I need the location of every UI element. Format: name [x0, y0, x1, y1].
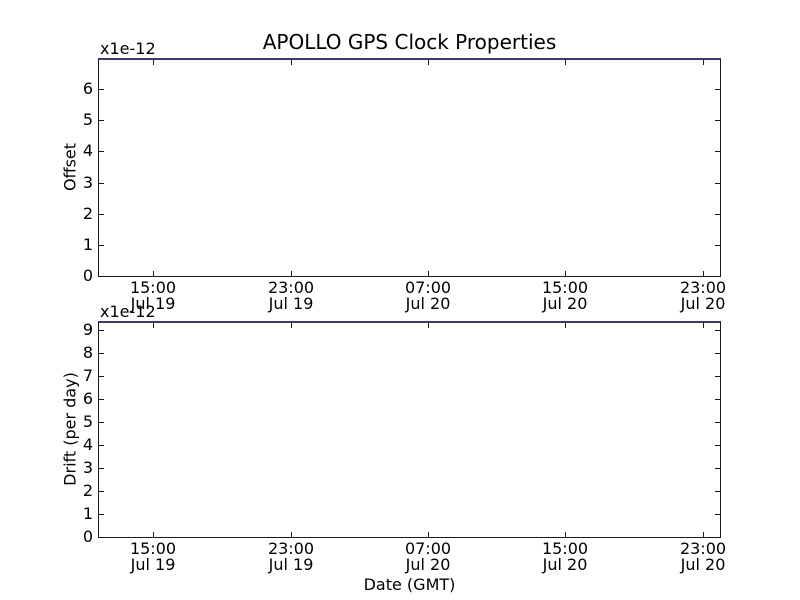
- y-major-tick: [99, 330, 104, 331]
- y-major-tick: [99, 491, 104, 492]
- y-major-tick: [715, 514, 720, 515]
- x-major-tick: [291, 532, 292, 537]
- y-major-tick: [715, 245, 720, 246]
- y-tick-label: 4: [82, 141, 93, 160]
- y-major-tick: [99, 214, 104, 215]
- y-tick-label: 2: [82, 204, 93, 223]
- x-major-tick: [428, 60, 429, 65]
- x-tick-label: 23:00 Jul 20: [679, 539, 727, 574]
- y-major-tick: [715, 353, 720, 354]
- y-major-tick: [99, 151, 104, 152]
- x-major-tick: [428, 323, 429, 328]
- x-major-tick: [153, 271, 154, 276]
- x-tick-label: 15:00 Jul 19: [129, 539, 177, 574]
- drift-y-scale-label: x1e-12: [100, 302, 156, 321]
- y-major-tick: [99, 89, 104, 90]
- y-major-tick: [715, 399, 720, 400]
- y-major-tick: [715, 214, 720, 215]
- x-tick-label: 07:00 Jul 20: [404, 278, 452, 313]
- y-tick-label: 4: [82, 435, 93, 454]
- y-major-tick: [99, 468, 104, 469]
- x-major-tick: [703, 323, 704, 328]
- x-tick-label: 23:00 Jul 20: [679, 278, 727, 313]
- y-tick-label: 0: [82, 266, 93, 285]
- y-major-tick: [99, 537, 104, 538]
- y-tick-label: 5: [82, 412, 93, 431]
- y-tick-label: 1: [82, 235, 93, 254]
- y-tick-label: 0: [82, 527, 93, 546]
- x-major-tick: [428, 271, 429, 276]
- y-tick-label: 8: [82, 343, 93, 362]
- y-tick-label: 6: [82, 79, 93, 98]
- x-major-tick: [428, 532, 429, 537]
- y-major-tick: [99, 376, 104, 377]
- x-tick-label: 15:00 Jul 20: [541, 278, 589, 313]
- x-major-tick: [703, 60, 704, 65]
- x-major-tick: [153, 323, 154, 328]
- y-major-tick: [715, 422, 720, 423]
- y-major-tick: [715, 183, 720, 184]
- x-major-tick: [565, 60, 566, 65]
- y-major-tick: [99, 183, 104, 184]
- y-tick-label: 2: [82, 481, 93, 500]
- y-major-tick: [715, 151, 720, 152]
- y-tick-label: 6: [82, 389, 93, 408]
- y-major-tick: [99, 353, 104, 354]
- offset-plot-area: [98, 58, 721, 277]
- chart-title: APOLLO GPS Clock Properties: [262, 30, 557, 54]
- x-tick-label: 23:00 Jul 19: [267, 278, 315, 313]
- y-tick-label: 7: [82, 366, 93, 385]
- x-tick-label: 15:00 Jul 19: [129, 278, 177, 313]
- y-major-tick: [99, 276, 104, 277]
- y-major-tick: [715, 276, 720, 277]
- offset-y-scale-label: x1e-12: [100, 39, 156, 58]
- x-major-tick: [291, 60, 292, 65]
- y-major-tick: [99, 245, 104, 246]
- y-major-tick: [715, 330, 720, 331]
- x-major-tick: [703, 271, 704, 276]
- x-tick-label: 15:00 Jul 20: [541, 539, 589, 574]
- y-major-tick: [715, 468, 720, 469]
- y-major-tick: [715, 537, 720, 538]
- x-major-tick: [153, 60, 154, 65]
- y-tick-label: 5: [82, 110, 93, 129]
- y-major-tick: [99, 120, 104, 121]
- x-tick-label: 07:00 Jul 20: [404, 539, 452, 574]
- y-major-tick: [715, 376, 720, 377]
- y-tick-label: 3: [82, 458, 93, 477]
- y-tick-label: 1: [82, 504, 93, 523]
- y-major-tick: [99, 422, 104, 423]
- drift-plot-area: [98, 321, 721, 538]
- x-major-tick: [565, 323, 566, 328]
- y-tick-label: 3: [82, 173, 93, 192]
- y-major-tick: [99, 445, 104, 446]
- y-major-tick: [715, 120, 720, 121]
- y-tick-label: 9: [82, 320, 93, 339]
- y-major-tick: [715, 89, 720, 90]
- x-major-tick: [291, 323, 292, 328]
- y-major-tick: [99, 399, 104, 400]
- x-major-tick: [703, 532, 704, 537]
- y-major-tick: [715, 491, 720, 492]
- x-major-tick: [291, 271, 292, 276]
- x-axis-label: Date (GMT): [363, 575, 456, 594]
- x-tick-label: 23:00 Jul 19: [267, 539, 315, 574]
- x-major-tick: [565, 532, 566, 537]
- y-major-tick: [99, 514, 104, 515]
- y-major-tick: [715, 445, 720, 446]
- x-major-tick: [153, 532, 154, 537]
- x-major-tick: [565, 271, 566, 276]
